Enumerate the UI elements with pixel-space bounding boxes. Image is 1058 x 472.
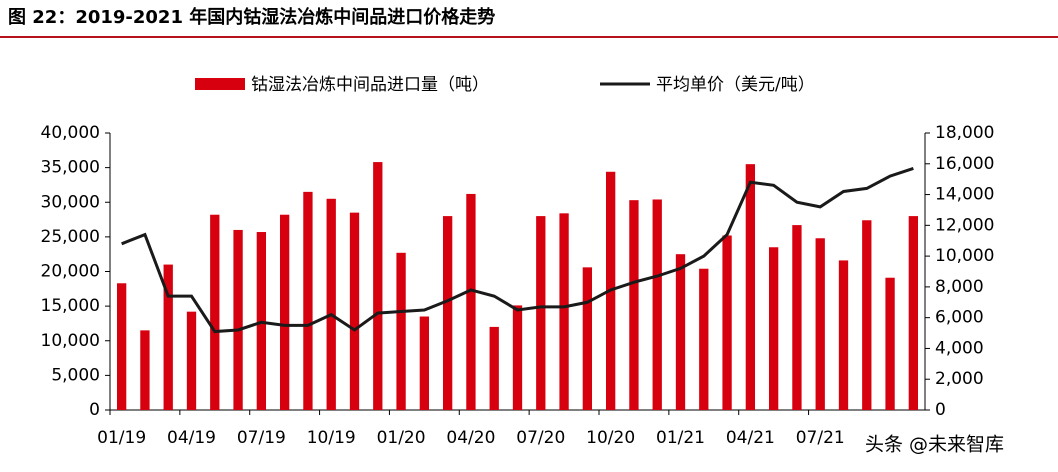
legend-label: 钴湿法冶炼中间品进口量（吨） [251,75,489,95]
bar [629,200,639,410]
y-tick-label: 2,000 [935,369,984,389]
bar [116,283,127,410]
x-tick-label: 04/19 [167,428,216,448]
x-tick-label: 07/19 [237,428,286,448]
y-tick-label: 10,000 [41,331,100,351]
y-tick-label: 4,000 [935,338,984,358]
bar [652,199,662,410]
x-tick-label: 01/20 [377,428,426,448]
watermark: 头条 @未来智库 [865,434,1004,456]
x-tick-label: 04/21 [726,428,775,448]
y-tick-label: 0 [935,400,946,420]
bar [210,214,220,410]
x-tick-label: 10/19 [307,428,356,448]
y-tick-label: 25,000 [41,227,100,247]
y-tick-label: 16,000 [935,154,994,174]
bar [722,235,732,410]
y-tick-label: 35,000 [41,158,100,178]
legend-label: 平均单价（美元/吨） [656,75,815,95]
bar [675,254,686,410]
bar [466,193,476,410]
chart-title: 图 22：2019-2021 年国内钴湿法冶炼中间品进口价格走势 [8,6,495,28]
bar [279,214,290,410]
y-tick-label: 0 [89,400,100,420]
bar [419,316,430,410]
bar [885,277,895,410]
line [121,166,914,334]
x-tick-label: 04/20 [446,428,495,448]
bar [233,229,243,410]
bar [768,247,779,410]
y-tick-label: 18,000 [935,123,994,143]
y-tick-label: 10,000 [935,246,994,266]
bar [815,238,825,410]
bar [489,326,499,410]
bar [396,252,406,410]
bar [536,216,546,410]
bar [140,330,150,410]
bar [349,212,360,410]
bar [908,216,919,410]
bar [186,311,197,410]
x-tick-label: 07/20 [516,428,565,448]
bar [699,268,709,410]
y-tick-label: 30,000 [41,192,100,212]
x-tick-label: 07/21 [796,428,845,448]
bar [792,225,802,410]
bar [745,164,756,410]
bar [326,198,336,410]
bar [163,264,173,410]
x-tick-label: 01/19 [97,428,146,448]
bar [373,162,383,410]
bar [303,191,313,410]
bar [442,216,453,410]
y-tick-label: 5,000 [51,365,100,385]
y-tick-label: 15,000 [41,296,100,316]
y-tick-label: 6,000 [935,308,984,328]
bar [582,267,593,410]
legend-swatch [195,78,245,90]
bar [559,213,569,410]
y-tick-label: 12,000 [935,215,994,235]
y-tick-label: 8,000 [935,277,984,297]
bar [862,220,872,410]
bar [838,260,849,410]
y-tick-label: 20,000 [41,262,100,282]
y-tick-label: 14,000 [935,185,994,205]
x-tick-label: 01/21 [656,428,705,448]
x-tick-label: 10/20 [586,428,635,448]
y-tick-label: 40,000 [41,123,100,143]
bar [512,305,523,410]
